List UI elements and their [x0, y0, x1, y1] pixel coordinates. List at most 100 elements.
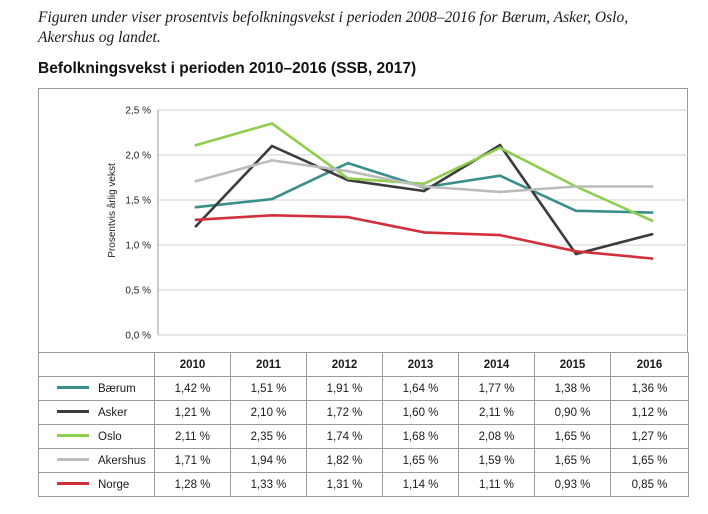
data-point [270, 122, 274, 125]
data-point [194, 179, 198, 183]
value-cell: 1,65 % [534, 424, 611, 449]
data-point [498, 146, 502, 150]
data-point [498, 190, 502, 194]
data-point [422, 185, 426, 188]
data-point [346, 161, 350, 165]
series-legend-cell: Norge [38, 472, 155, 497]
y-tick-label: 2,0 % [125, 151, 151, 162]
table-row: Norge 1,28 % 1,33 % 1,31 % 1,14 % 1,11 % 0,93 … [38, 472, 689, 497]
plot-frame [38, 88, 688, 352]
value-cell: 1,12 % [610, 400, 689, 425]
year-header: 2011 [230, 352, 307, 377]
value-cell: 1,65 % [610, 448, 689, 473]
data-point [650, 185, 654, 188]
series-name: Norge [98, 478, 130, 491]
series-name: Bærum [98, 382, 136, 395]
data-point [346, 177, 350, 180]
data-point [346, 215, 350, 219]
y-tick-label: 0,0 % [125, 331, 151, 342]
data-point [498, 233, 502, 237]
series-line-oslo [194, 122, 654, 222]
table-row: Asker 1,21 % 2,10 % 1,72 % 1,60 % 2,11 % 0,90 … [38, 400, 689, 425]
data-table: 2010 2011 2012 2013 2014 2015 2016 Bærum 1,42 %… [38, 352, 689, 497]
legend-swatch [57, 409, 89, 413]
value-cell: 1,38 % [534, 376, 611, 401]
data-point [194, 205, 198, 209]
year-header: 2015 [534, 352, 611, 377]
data-point [498, 174, 502, 177]
value-cell: 1,64 % [382, 376, 459, 401]
data-point [422, 189, 426, 193]
table-body: Bærum 1,42 % 1,51 % 1,91 % 1,64 % 1,77 % 1,38 … [38, 376, 689, 497]
y-axis-label: Prosentvis årlig vekst [106, 163, 118, 258]
value-cell: 1,11 % [458, 472, 535, 497]
value-cell: 1,72 % [306, 400, 383, 425]
data-point [270, 159, 274, 162]
series-name: Oslo [98, 430, 122, 443]
data-point [650, 219, 654, 222]
value-cell: 0,93 % [534, 472, 611, 497]
data-point [650, 232, 654, 236]
data-point [346, 169, 350, 173]
table-header-row: 2010 2011 2012 2013 2014 2015 2016 [38, 352, 689, 377]
value-cell: 1,21 % [154, 400, 231, 425]
series-legend-cell: Bærum [38, 376, 155, 401]
series-legend-cell: Akershus [38, 448, 155, 473]
value-cell: 1,74 % [306, 424, 383, 449]
series-name: Asker [98, 406, 128, 419]
legend-swatch [57, 385, 89, 389]
value-cell: 1,51 % [230, 376, 307, 401]
value-cell: 2,11 % [458, 400, 535, 425]
y-tick-label: 1,0 % [125, 241, 151, 252]
table-row: Akershus 1,71 % 1,94 % 1,82 % 1,65 % 1,59 % 1,… [38, 448, 689, 473]
data-point [194, 224, 198, 228]
value-cell: 1,60 % [382, 400, 459, 425]
value-cell: 1,82 % [306, 448, 383, 473]
value-cell: 1,68 % [382, 424, 459, 449]
data-point [270, 144, 274, 148]
value-cell: 1,94 % [230, 448, 307, 473]
value-cell: 1,14 % [382, 472, 459, 497]
value-cell: 1,65 % [382, 448, 459, 473]
value-cell: 0,90 % [534, 400, 611, 425]
y-tick-label: 0,5 % [125, 286, 151, 297]
legend-swatch [57, 433, 89, 437]
data-point [574, 185, 578, 188]
table-row: Oslo 2,11 % 2,35 % 1,74 % 1,68 % 2,08 % 1,65 %… [38, 424, 689, 449]
year-header: 2012 [306, 352, 383, 377]
year-header: 2013 [382, 352, 459, 377]
data-point [422, 231, 426, 234]
data-point [650, 257, 654, 260]
chart-title: Befolkningsvekst i perioden 2010–2016 (S… [38, 60, 417, 77]
data-point [270, 197, 274, 201]
value-cell: 2,11 % [154, 424, 231, 449]
data-point [574, 250, 578, 253]
data-point [650, 211, 654, 214]
data-point [422, 182, 426, 186]
year-header: 2014 [458, 352, 535, 377]
year-header: 2016 [610, 352, 689, 377]
data-point [574, 209, 578, 213]
value-cell: 1,91 % [306, 376, 383, 401]
value-cell: 2,10 % [230, 400, 307, 425]
value-cell: 0,85 % [610, 472, 689, 497]
figure-caption: Figuren under viser prosentvis befolknin… [38, 9, 629, 46]
data-point [270, 214, 274, 217]
value-cell: 2,35 % [230, 424, 307, 449]
data-point [498, 143, 502, 147]
data-point [194, 218, 198, 222]
series-legend-cell: Oslo [38, 424, 155, 449]
value-cell: 1,65 % [534, 448, 611, 473]
table-row: Bærum 1,42 % 1,51 % 1,91 % 1,64 % 1,77 % 1,38 … [38, 376, 689, 401]
data-point [194, 143, 198, 147]
value-cell: 1,27 % [610, 424, 689, 449]
value-cell: 1,77 % [458, 376, 535, 401]
legend-swatch [57, 481, 89, 485]
value-cell: 1,28 % [154, 472, 231, 497]
table-corner-cell [38, 352, 155, 377]
legend-swatch [57, 457, 89, 461]
value-cell: 1,36 % [610, 376, 689, 401]
value-cell: 1,42 % [154, 376, 231, 401]
value-cell: 1,59 % [458, 448, 535, 473]
